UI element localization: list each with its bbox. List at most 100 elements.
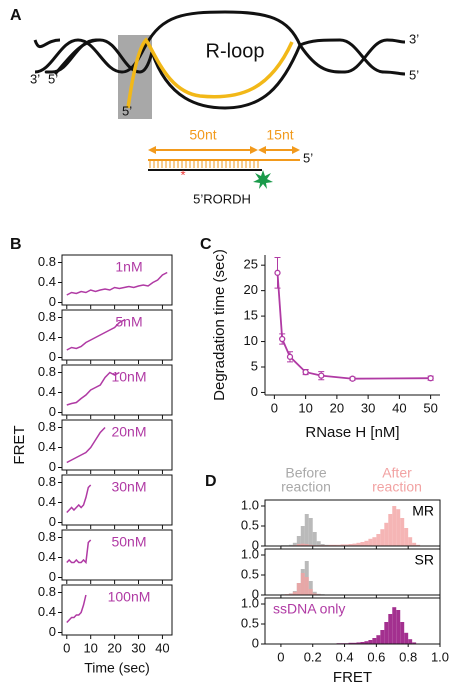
- donor-dye: *: [180, 167, 185, 182]
- plot-frame: [61, 584, 173, 636]
- arrow-label: 50nt: [189, 127, 216, 143]
- histogram-bar: [396, 610, 401, 644]
- probe-name: 5’RORDH: [193, 191, 251, 206]
- end-label: 3’: [30, 71, 40, 86]
- helix-right: [298, 38, 406, 76]
- panel-letter: D: [205, 473, 217, 490]
- y-tick-label: 0.8: [38, 419, 56, 434]
- trend-line: [276, 272, 431, 380]
- y-tick-label: 0.8: [38, 309, 56, 324]
- data-point: [279, 335, 286, 343]
- y-tick-label: 0: [252, 635, 259, 650]
- x-tick-label: 0: [271, 400, 278, 415]
- y-tick-label: 0: [252, 586, 259, 601]
- legend-text: Before: [285, 465, 326, 481]
- histogram-bar: [320, 544, 325, 546]
- data-point: [349, 375, 356, 382]
- x-tick-label: 20: [107, 640, 121, 655]
- data-point: [302, 368, 309, 376]
- panel-letter: B: [10, 236, 22, 253]
- x-axis-label: Time (sec): [84, 660, 150, 676]
- histogram-bar: [376, 534, 381, 546]
- histogram-bar: [336, 544, 341, 546]
- histogram-bar: [368, 538, 373, 546]
- y-tick-label: 20: [244, 282, 258, 297]
- x-tick-label: 40: [392, 400, 406, 415]
- y-tick-label: 0.5: [241, 615, 259, 630]
- x-tick-label: 0.8: [399, 649, 417, 664]
- y-tick-label: 0: [252, 537, 259, 552]
- y-tick-label: 0: [251, 384, 258, 399]
- plot-frame: [61, 419, 173, 471]
- series-label: 10nM: [111, 369, 146, 385]
- x-tick-label: 0.4: [336, 649, 354, 664]
- series-label: 20nM: [111, 424, 146, 440]
- length-arrows: [148, 146, 300, 154]
- y-tick-label: 0: [49, 349, 56, 364]
- histogram-bar: [384, 522, 389, 546]
- histogram-bar: [360, 542, 365, 546]
- data-point: [286, 353, 294, 360]
- histogram-bar: [388, 614, 393, 644]
- histogram-bar: [356, 642, 361, 644]
- plot-frame: [264, 597, 441, 645]
- histogram-bar: [400, 622, 405, 644]
- histogram-bar: [332, 544, 337, 546]
- histogram-bar: [348, 642, 353, 644]
- histogram-bar: [300, 543, 305, 546]
- series-label: 50nM: [111, 534, 146, 550]
- y-tick-label: 0: [49, 294, 56, 309]
- panel-a: A 3’ 5’ 5’ 3’ 5’ R-loop 50nt 15nt * 5’: [10, 7, 419, 206]
- end-label: 5’: [48, 71, 58, 86]
- fret-trace: [66, 594, 87, 624]
- plot-frame: [61, 309, 173, 361]
- plot-frame: [61, 474, 173, 526]
- histogram-bar: [312, 593, 317, 595]
- arrow-label: 15nt: [266, 127, 293, 143]
- y-tick-label: 0.8: [38, 254, 56, 269]
- histogram-bar: [412, 642, 417, 644]
- y-tick-label: 0.5: [241, 517, 259, 532]
- y-tick-label: 0.4: [38, 329, 56, 344]
- plot-frame: [61, 254, 173, 306]
- fret-trace: [66, 319, 125, 351]
- histogram-bar: [352, 642, 357, 644]
- series-label: 1nM: [115, 259, 142, 275]
- y-axis-label: FRET: [11, 425, 28, 464]
- y-tick-label: 0.8: [38, 364, 56, 379]
- histogram-bar: [300, 526, 305, 546]
- x-tick-label: 0: [63, 640, 70, 655]
- plot-frame: [61, 529, 173, 581]
- histogram-bar: [388, 514, 393, 546]
- y-tick-label: 15: [244, 308, 258, 323]
- legend-text: reaction: [372, 479, 422, 495]
- histogram-bar: [372, 537, 377, 546]
- y-tick-label: 5: [251, 358, 258, 373]
- histogram-bar: [412, 542, 417, 546]
- histogram-bar: [360, 642, 365, 644]
- y-tick-label: 0.5: [241, 566, 259, 581]
- histogram-bar: [288, 593, 293, 595]
- y-tick-label: 0: [49, 569, 56, 584]
- histogram-bar: [384, 622, 389, 644]
- histogram-bar: [376, 635, 381, 644]
- x-tick-label: 30: [361, 400, 375, 415]
- histogram-bar: [364, 540, 369, 546]
- x-tick-label: 40: [155, 640, 169, 655]
- y-tick-label: 0.4: [38, 604, 56, 619]
- x-tick-label: 0: [277, 649, 284, 664]
- data-point: [318, 372, 325, 379]
- histogram-bar: [308, 581, 313, 595]
- end-label: 5’: [409, 67, 419, 82]
- y-tick-label: 0.8: [38, 529, 56, 544]
- y-tick-label: 0: [49, 404, 56, 419]
- histogram-bar: [328, 544, 333, 546]
- diagram-title: R-loop: [206, 40, 265, 62]
- plot-frame: [264, 548, 441, 596]
- y-tick-label: 0: [49, 459, 56, 474]
- x-tick-label: 20: [330, 400, 344, 415]
- histogram-bar: [292, 542, 297, 546]
- histogram-bar: [296, 583, 301, 595]
- histogram-bar: [396, 509, 401, 546]
- sample-label: ssDNA only: [273, 601, 345, 617]
